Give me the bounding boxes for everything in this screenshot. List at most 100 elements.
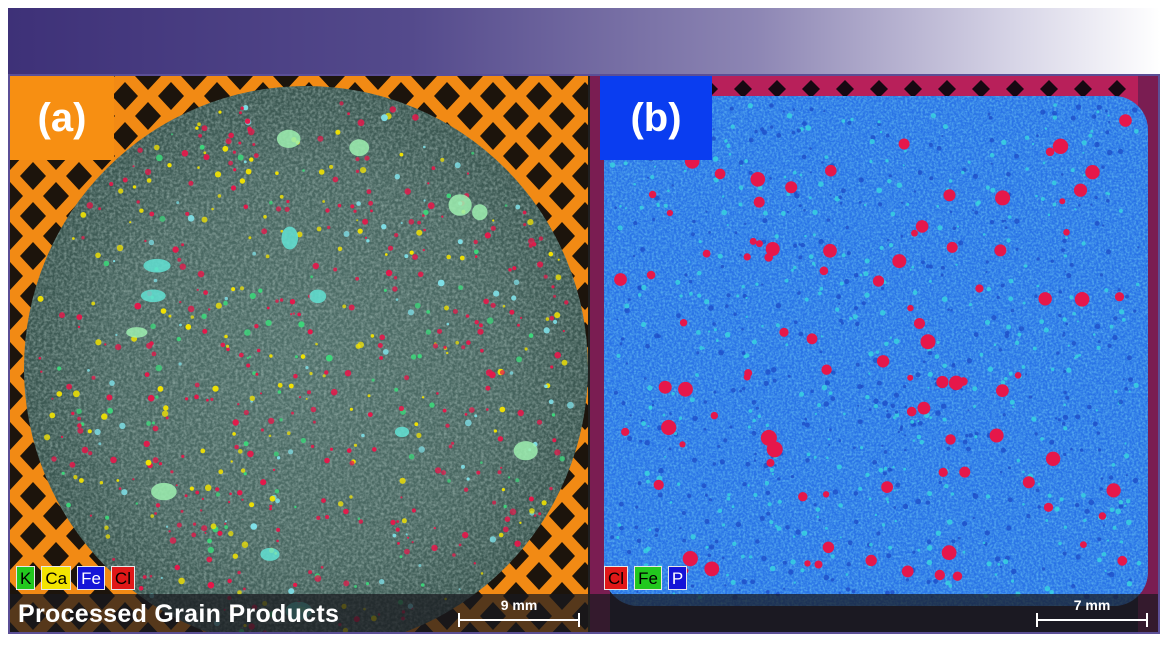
particle [170, 470, 174, 474]
particle [1124, 504, 1127, 507]
particle [224, 525, 229, 530]
particle [524, 347, 528, 351]
particle [704, 518, 710, 524]
particle [902, 384, 907, 389]
particle [747, 103, 753, 109]
particle [478, 323, 483, 328]
particle [893, 489, 896, 492]
particle [841, 188, 846, 194]
particle [458, 543, 462, 547]
particle [803, 208, 806, 212]
particle [459, 255, 465, 261]
particle [543, 327, 550, 334]
particle [1111, 463, 1116, 467]
particle [775, 303, 782, 309]
particle [1118, 503, 1124, 509]
particle [545, 317, 550, 321]
particle [936, 340, 940, 345]
particle [446, 351, 449, 355]
particle [244, 118, 251, 124]
particle [443, 345, 447, 349]
legend-chip-cl: Cl [604, 566, 629, 590]
particle [858, 486, 863, 491]
cl-particle [901, 565, 914, 578]
particle [220, 342, 226, 348]
particle [847, 121, 852, 125]
particle [990, 220, 995, 225]
crystal-grain [394, 426, 410, 438]
particle [517, 409, 524, 417]
particle [925, 264, 930, 269]
particle [1028, 395, 1033, 399]
particle [425, 329, 431, 335]
particle [353, 209, 357, 213]
particle [243, 587, 246, 591]
particle [777, 499, 782, 504]
particle [399, 477, 406, 484]
particle [690, 534, 696, 540]
particle [702, 347, 705, 350]
particle [366, 239, 370, 243]
particle [80, 212, 87, 218]
particle [554, 312, 561, 319]
particle [298, 396, 302, 399]
particle [155, 503, 161, 508]
particle [1094, 323, 1101, 330]
particle [927, 386, 930, 389]
particle [557, 258, 560, 261]
particle [411, 508, 416, 513]
particle [329, 164, 334, 169]
particle [538, 236, 544, 241]
particle [181, 150, 189, 157]
particle [738, 589, 741, 591]
particle [379, 334, 386, 341]
particle [1040, 197, 1045, 201]
particle [327, 225, 331, 230]
particle [480, 572, 484, 575]
particle [790, 475, 795, 479]
particle [538, 512, 542, 516]
particle [839, 536, 842, 539]
particle [308, 570, 313, 575]
particle [1094, 141, 1100, 148]
particle [315, 342, 318, 346]
particle [697, 293, 702, 298]
particle [246, 356, 249, 360]
panel-a-image [10, 76, 588, 632]
particle [883, 466, 888, 471]
particle [243, 472, 247, 476]
particle [366, 189, 372, 195]
particle [1040, 109, 1046, 115]
particle [853, 446, 856, 450]
particle [841, 119, 846, 123]
particle [360, 167, 367, 174]
particle [550, 365, 554, 369]
particle [399, 555, 403, 558]
cl-particle [1038, 292, 1052, 306]
particle [974, 435, 978, 439]
particle [941, 135, 944, 137]
particle [181, 243, 185, 247]
particle [179, 323, 182, 327]
particle [253, 153, 259, 158]
particle [798, 204, 802, 208]
particle [721, 209, 727, 216]
particle [508, 476, 511, 479]
particle [886, 413, 892, 419]
particle [741, 579, 747, 585]
particle [757, 414, 761, 418]
cl-particle [1106, 483, 1121, 498]
cl-particle [1098, 512, 1107, 520]
particle [929, 416, 933, 420]
particle [958, 240, 964, 246]
particle [364, 236, 367, 239]
particle [1032, 142, 1035, 145]
particle [754, 452, 757, 456]
particle [1022, 470, 1025, 474]
particle [865, 472, 870, 477]
particle [324, 370, 329, 375]
particle [869, 138, 875, 145]
particle [172, 246, 179, 253]
particle [647, 385, 653, 391]
particle [614, 206, 617, 209]
